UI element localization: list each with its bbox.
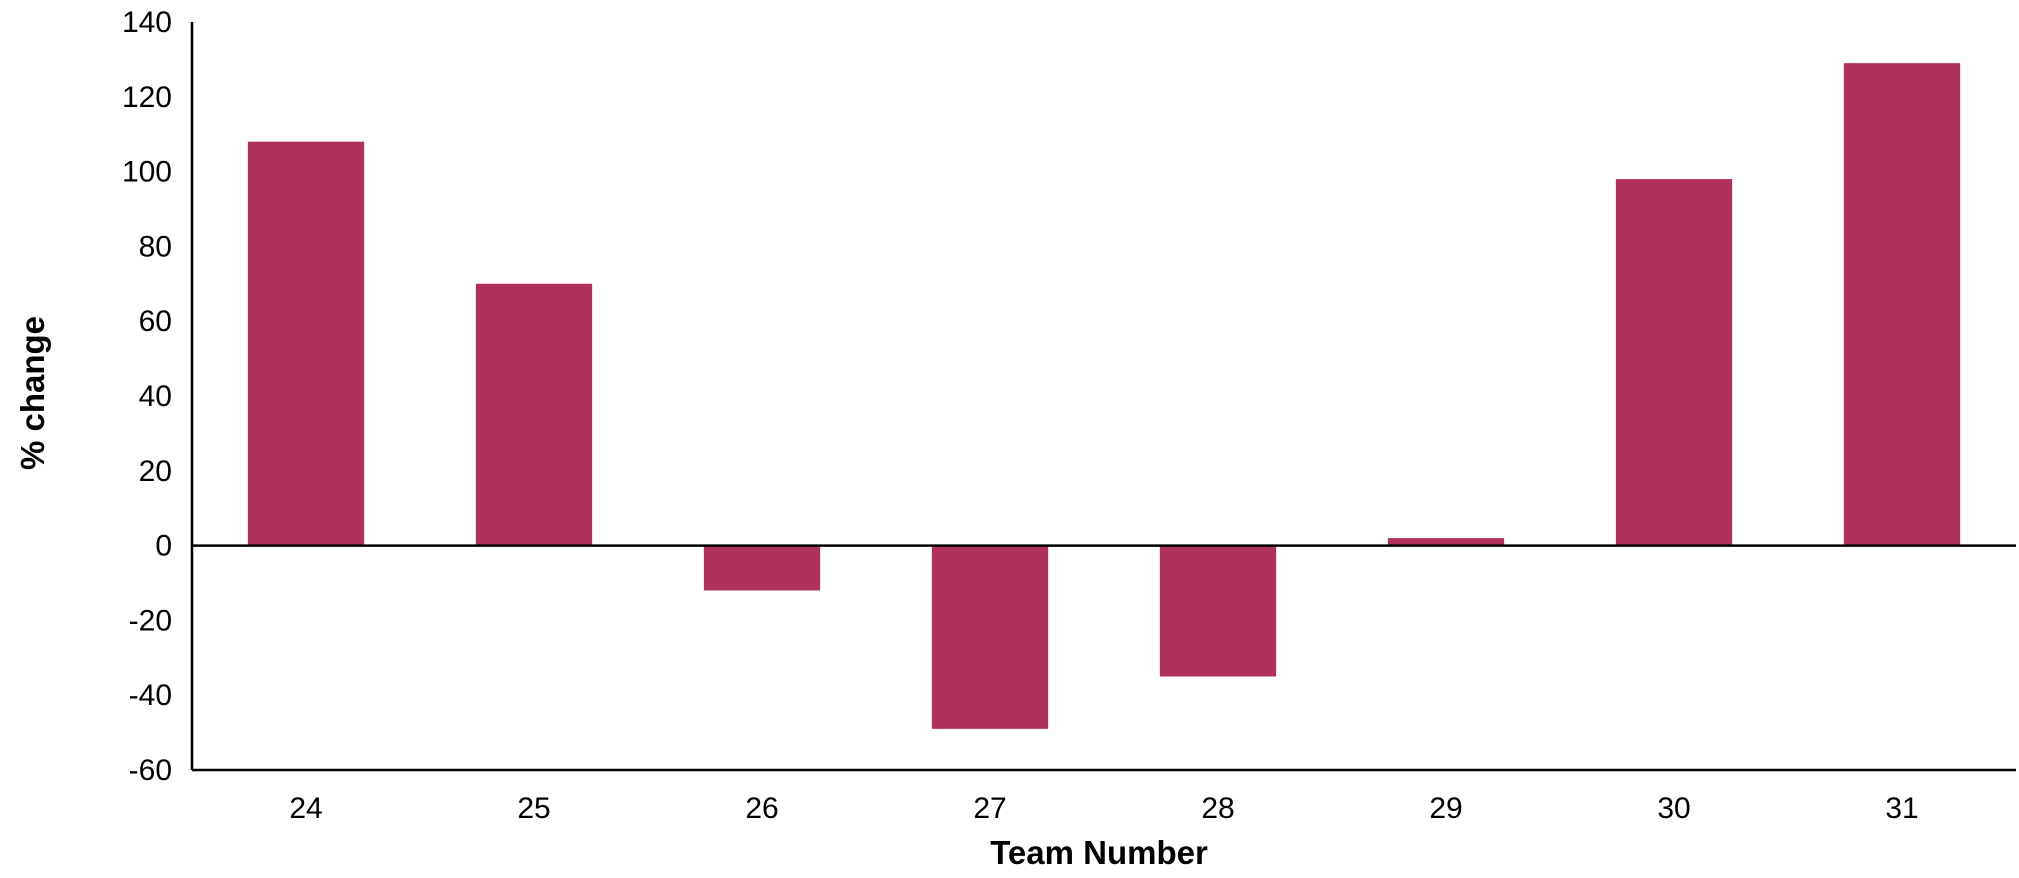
bar-team-27 bbox=[931, 545, 1049, 729]
bar-team-31 bbox=[1843, 63, 1961, 546]
y-axis-title: % change bbox=[14, 316, 51, 470]
y-tick-label: 80 bbox=[139, 230, 172, 263]
y-tick-label: -60 bbox=[129, 754, 172, 787]
x-axis-title: Team Number bbox=[990, 834, 1208, 871]
y-tick-label: 40 bbox=[139, 380, 172, 413]
bar-team-28 bbox=[1159, 545, 1277, 677]
bar-team-29 bbox=[1387, 538, 1505, 546]
x-tick-label: 31 bbox=[1885, 792, 1918, 825]
y-tick-label: 140 bbox=[122, 6, 172, 39]
x-tick-label: 29 bbox=[1429, 792, 1462, 825]
x-tick-label: 28 bbox=[1201, 792, 1234, 825]
y-tick-label: 20 bbox=[139, 455, 172, 488]
y-tick-label: -20 bbox=[129, 604, 172, 637]
x-tick-label: 30 bbox=[1657, 792, 1690, 825]
bars-layer bbox=[247, 63, 1961, 729]
y-tick-label: 120 bbox=[122, 81, 172, 114]
y-tick-label: 0 bbox=[155, 530, 172, 563]
bar-team-26 bbox=[703, 545, 821, 591]
x-tick-label: 26 bbox=[745, 792, 778, 825]
y-tick-label: 60 bbox=[139, 305, 172, 338]
y-tick-label: 100 bbox=[122, 156, 172, 189]
y-axis-ticks: 140 120 100 80 60 40 20 0 -20 -40 -60 bbox=[122, 6, 172, 787]
bar-team-24 bbox=[247, 141, 365, 546]
x-tick-label: 24 bbox=[289, 792, 322, 825]
x-tick-label: 27 bbox=[973, 792, 1006, 825]
x-tick-label: 25 bbox=[517, 792, 550, 825]
bar-team-25 bbox=[475, 283, 593, 546]
y-tick-label: -40 bbox=[129, 679, 172, 712]
x-axis-ticks: 24 25 26 27 28 29 30 31 bbox=[289, 792, 1918, 825]
bar-team-30 bbox=[1615, 179, 1733, 546]
